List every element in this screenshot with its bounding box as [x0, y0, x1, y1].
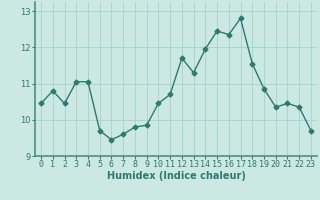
- X-axis label: Humidex (Indice chaleur): Humidex (Indice chaleur): [107, 171, 245, 181]
